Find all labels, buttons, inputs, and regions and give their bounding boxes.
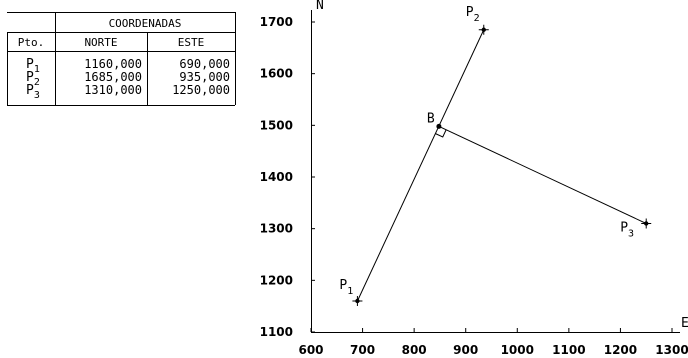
x-tick-label: 1100	[552, 343, 585, 357]
y-tick-label: 1700	[260, 15, 293, 29]
table-row: P3 1310,000 1250,000	[26, 83, 230, 101]
table-header-pto: Pto.	[18, 36, 45, 49]
este-cell: 935,000	[179, 70, 230, 84]
table-row: P1 1160,000 690,000	[26, 57, 230, 75]
table-row: P2 1685,000 935,000	[26, 70, 230, 88]
point-name-cell: P3	[26, 83, 40, 101]
point-marker-dot	[481, 27, 486, 32]
point-label: P1	[339, 278, 353, 297]
y-axis-label: N	[316, 0, 324, 13]
x-tick-label: 700	[350, 343, 375, 357]
point-label: P3	[620, 221, 634, 240]
table-header-este: ESTE	[178, 36, 205, 49]
x-tick-label: 1300	[655, 343, 688, 357]
point-p3: P3	[620, 218, 652, 240]
y-tick-label: 1600	[260, 67, 293, 81]
coordinates-table: COORDENADAS Pto. NORTE ESTE P1 1160,000 69…	[7, 12, 236, 106]
segment-P1-P2	[356, 29, 485, 302]
table-group-header: COORDENADAS	[109, 17, 182, 30]
segment-B-P3	[438, 125, 647, 224]
x-tick-label: 1200	[604, 343, 637, 357]
norte-cell: 1160,000	[84, 57, 142, 71]
x-tick-label: 1000	[501, 343, 534, 357]
x-tick-label: 600	[298, 343, 323, 357]
este-cell: 690,000	[179, 57, 230, 71]
este-cell: 1250,000	[172, 83, 230, 97]
y-tick-label: 1300	[260, 222, 293, 236]
norte-cell: 1310,000	[84, 83, 142, 97]
y-tick-label: 1100	[260, 325, 293, 339]
x-tick-label: 900	[453, 343, 478, 357]
y-tick-label: 1400	[260, 170, 293, 184]
x-axis-label: E	[681, 316, 688, 331]
point-marker-dot	[436, 123, 442, 129]
point-b: B	[427, 111, 442, 129]
point-label: B	[427, 111, 435, 126]
table-header-norte: NORTE	[84, 36, 117, 49]
x-tick-label: 800	[402, 343, 427, 357]
point-marker-dot	[355, 298, 360, 304]
norte-cell: 1685,000	[84, 70, 142, 84]
right-angle-marker	[435, 129, 447, 138]
point-name-cell: P2	[26, 70, 40, 88]
y-tick-label: 1500	[260, 118, 293, 132]
point-name-cell: P1	[26, 57, 40, 75]
point-p2: P2	[466, 5, 489, 35]
point-marker-dot	[644, 221, 649, 226]
y-tick-label: 1200	[260, 273, 293, 287]
point-label: P2	[466, 5, 480, 24]
point-p1: P1	[339, 278, 363, 306]
